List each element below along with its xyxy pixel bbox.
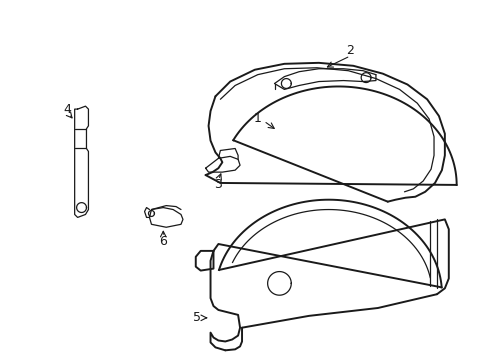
Text: 5: 5 [192, 311, 200, 324]
Text: 4: 4 [64, 103, 72, 116]
Text: 1: 1 [253, 112, 261, 125]
Text: 2: 2 [346, 44, 353, 57]
Text: 6: 6 [159, 235, 167, 248]
Text: 3: 3 [214, 179, 222, 192]
